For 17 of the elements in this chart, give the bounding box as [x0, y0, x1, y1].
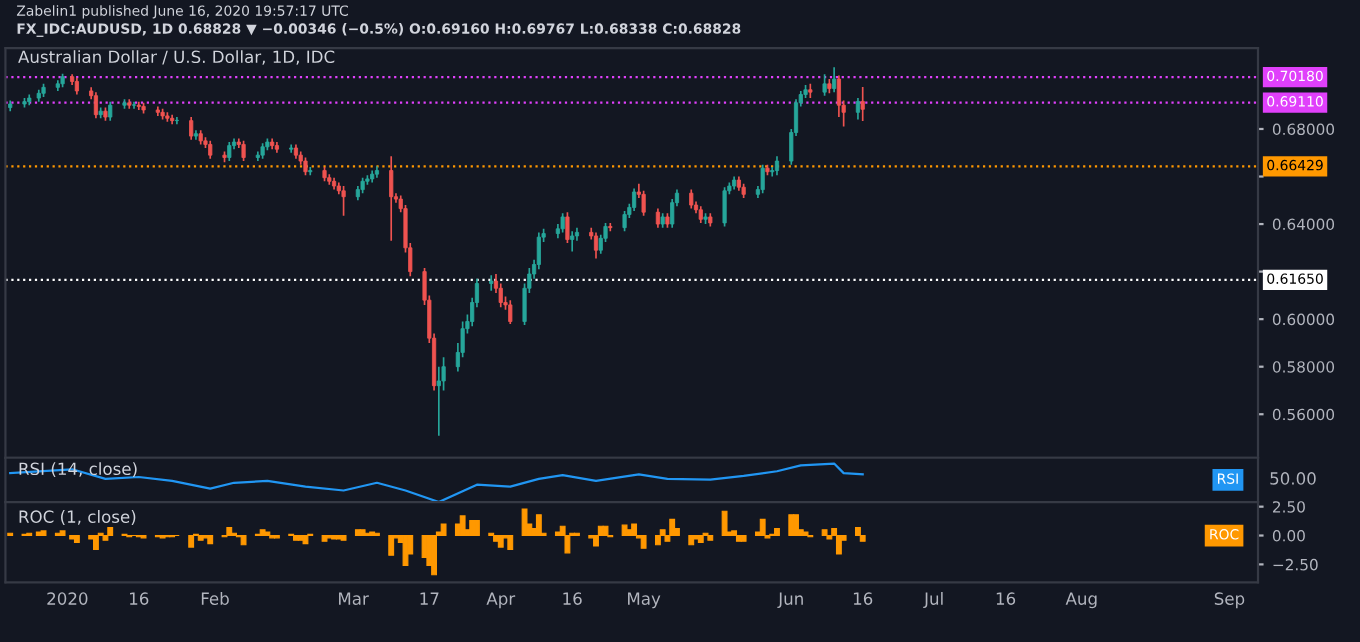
- x-tick-label: 16: [996, 592, 1016, 605]
- x-tick-label: 16: [130, 592, 149, 605]
- chart-title: ROC (1, close): [19, 510, 136, 525]
- x-tick-label: Feb: [201, 592, 229, 605]
- x-tick-label: Jul: [923, 592, 943, 609]
- x-tick-label: 2020: [47, 592, 88, 605]
- text: 50.00: [1270, 472, 1316, 485]
- x-tick-label: May: [628, 592, 661, 609]
- x-tick-label: Sep: [1214, 592, 1245, 609]
- x-tick-label: 16: [853, 592, 873, 605]
- chart-title: Australian Dollar / U.S. Dollar, 1D, IDC: [18, 50, 335, 65]
- x-tick-label: 16: [563, 592, 582, 605]
- x-tick-label: Apr: [486, 592, 516, 609]
- x-tick-label: Jun: [777, 592, 803, 609]
- x-tick-label: Aug: [1065, 592, 1097, 609]
- x-tick-label: 17: [420, 592, 439, 605]
- x-tick-label: Mar: [339, 592, 369, 605]
